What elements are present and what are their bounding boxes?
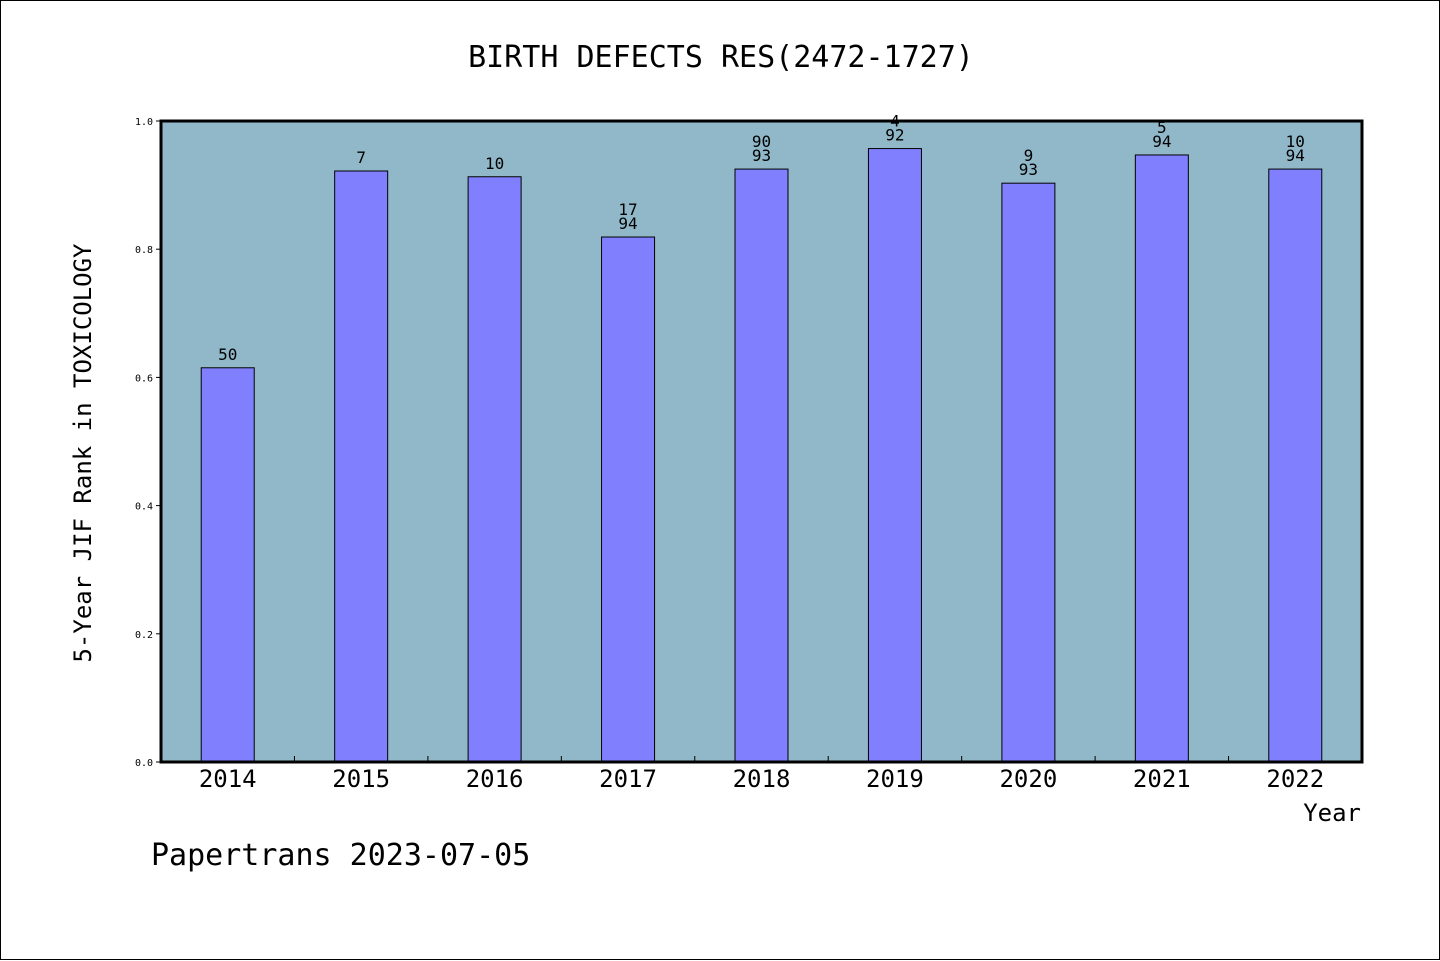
bar-2015 <box>334 170 389 763</box>
x-tick-label: 2022 <box>1266 765 1324 793</box>
y-tick-label: 0.0 <box>135 758 153 769</box>
y-tick-label: 0.2 <box>135 630 153 641</box>
x-tick-label: 2019 <box>866 765 924 793</box>
x-tick-label: 2020 <box>999 765 1057 793</box>
y-tick-label: 1.0 <box>135 117 153 128</box>
bar-2022 <box>1268 168 1323 763</box>
data-label-2022: 94 <box>1286 146 1305 165</box>
data-label-2020: 9 <box>1024 146 1034 165</box>
y-tick-label: 0.6 <box>135 373 153 384</box>
data-label-2018: 93 <box>752 146 771 165</box>
data-label-2016: 10 <box>485 154 504 173</box>
bar-2017 <box>601 236 656 763</box>
x-tick-label: 2014 <box>199 765 257 793</box>
data-label-2015: 7 <box>356 148 366 167</box>
y-axis-label: 5-Year JIF Rank in TOXICOLOGY <box>69 243 97 663</box>
bar-2020 <box>1001 182 1056 763</box>
x-tick-label: 2021 <box>1133 765 1191 793</box>
y-tick-label: 0.4 <box>135 502 153 513</box>
bar-2021 <box>1134 154 1189 763</box>
y-tick-label: 0.8 <box>135 245 153 256</box>
data-label-2021: 5 <box>1157 118 1167 137</box>
bar-2018 <box>734 168 789 763</box>
bar-2014 <box>200 367 255 763</box>
bar-2016 <box>467 176 522 763</box>
data-label-2018: 90 <box>752 132 771 151</box>
x-tick-label: 2016 <box>466 765 524 793</box>
data-label-2021: 94 <box>1152 132 1171 151</box>
data-label-2017: 17 <box>618 200 637 219</box>
data-label-2020: 93 <box>1019 160 1038 179</box>
x-tick-label: 2015 <box>332 765 390 793</box>
x-tick-label: 2017 <box>599 765 657 793</box>
plot-border <box>159 119 1364 764</box>
chart-title: BIRTH DEFECTS RES(2472-1727) <box>468 40 974 75</box>
data-label-2014: 50 <box>218 345 237 364</box>
x-tick-label: 2018 <box>733 765 791 793</box>
bar-2019 <box>867 148 922 763</box>
x-axis-label: Year <box>1303 799 1361 827</box>
data-label-2017: 94 <box>618 214 637 233</box>
footer-credit: Papertrans 2023-07-05 <box>151 838 530 873</box>
data-label-2022: 10 <box>1286 132 1305 151</box>
data-label-2019: 92 <box>885 126 904 145</box>
